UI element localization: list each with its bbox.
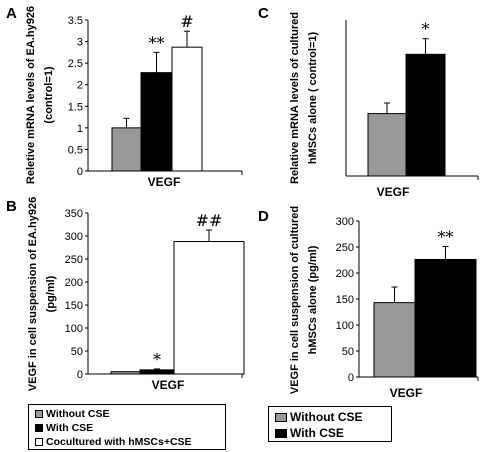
y-tick-label-a-0: 0 [77, 166, 83, 178]
y-tick-label-d-4: 200 [336, 268, 354, 280]
y-axis-label-a-0: Reletive mRNA levels of EA.hy926 [25, 6, 37, 184]
bar-a-0 [111, 127, 142, 172]
legend-swatch-with-cse-right [275, 428, 287, 438]
x-axis-label-d: VEGF [390, 386, 423, 400]
legend-item-without-cse: Without CSE [35, 408, 109, 420]
y-tick-label-b-1: 50 [71, 346, 83, 358]
legend-item-with-cse-right: With CSE [275, 426, 344, 440]
y-axis-label-d-1: hMSCs alone (pg/ml) [307, 245, 319, 354]
x-axis-label-c: VEGF [377, 185, 410, 199]
y-tick-label-a-1: 0.5 [68, 144, 83, 156]
bar-a-2 [171, 46, 203, 172]
y-axis-label-c-1: hMSCs alone ( control=1) [307, 32, 319, 165]
legend-label-cocultured: Cocultured with hMSCs+CSE [46, 436, 192, 448]
y-tick-label-a-3: 1.5 [68, 101, 83, 113]
legend-left: Without CSE With CSE Cocultured with hMS… [28, 404, 226, 450]
y-tick-label-d-5: 250 [336, 242, 354, 254]
bar-d-0 [373, 302, 416, 378]
y-tick-label-b-2: 100 [65, 323, 83, 335]
y-tick-label-b-4: 200 [65, 277, 83, 289]
annotation-a-1: ** [149, 33, 165, 52]
y-tick-label-d-2: 100 [336, 320, 354, 332]
annotation-d-1: ** [438, 227, 454, 246]
x-axis-label-a: VEGF [148, 175, 181, 189]
y-tick-label-a-2: 1 [77, 123, 83, 135]
y-tick-label-d-3: 150 [336, 294, 354, 306]
y-tick-label-d-6: 300 [336, 216, 354, 228]
bar-b-0 [110, 371, 141, 375]
y-tick-label-b-0: 0 [77, 369, 83, 381]
y-axis-label-d-0: VEGF in cell suspension of cultured [289, 206, 301, 394]
x-axis-label-b: VEGF [152, 378, 185, 392]
panel-label-c: C [258, 5, 269, 22]
annotation-a-2: # [180, 12, 193, 31]
y-tick-label-a-7: 3.5 [68, 15, 83, 27]
y-axis-label-c-0: Relative mRNA levels of cultured [289, 12, 301, 184]
y-tick-label-b-6: 300 [65, 231, 83, 243]
legend-swatch-without-cse [35, 410, 43, 418]
bar-b-2 [173, 241, 245, 375]
legend-swatch-cocultured [35, 438, 43, 446]
panel-label-a: A [6, 5, 17, 22]
y-tick-label-d-0: 0 [348, 372, 354, 384]
legend-right: Without CSE With CSE [268, 406, 392, 442]
panel-label-d: D [258, 208, 269, 225]
y-tick-label-b-7: 350 [65, 208, 83, 220]
legend-label-with-cse: With CSE [46, 422, 94, 434]
legend-item-without-cse-right: Without CSE [275, 410, 363, 424]
annotation-c-1: * [422, 20, 430, 39]
legend-item-with-cse: With CSE [35, 422, 93, 434]
y-tick-label-b-3: 150 [65, 300, 83, 312]
y-tick-label-a-6: 3 [77, 37, 83, 49]
bar-a-1 [140, 72, 173, 172]
bar-c-1 [405, 53, 446, 177]
legend-swatch-without-cse-right [275, 412, 287, 422]
y-axis-label-a-1: (control=1) [43, 66, 55, 123]
y-tick-label-b-5: 250 [65, 254, 83, 266]
annotation-b-1: * [153, 350, 161, 369]
legend-label-without-cse: Without CSE [46, 408, 110, 420]
bar-b-1 [139, 369, 175, 375]
y-tick-label-a-5: 2.5 [68, 58, 83, 70]
legend-label-with-cse-right: With CSE [290, 426, 344, 440]
y-tick-label-d-1: 50 [342, 346, 354, 358]
y-axis-label-b-0: VEGF in cell suspension of EA.hy926 [27, 197, 39, 391]
annotation-b-2: ## [196, 211, 223, 230]
legend-item-cocultured: Cocultured with hMSCs+CSE [35, 436, 192, 448]
y-axis-label-b-1: (pg/ml) [45, 275, 57, 312]
bar-c-0 [367, 113, 407, 177]
legend-swatch-with-cse [35, 424, 43, 432]
bar-d-1 [414, 258, 477, 378]
legend-label-without-cse-right: Without CSE [290, 410, 363, 424]
y-tick-label-a-4: 2 [77, 80, 83, 92]
panel-label-b: B [6, 198, 17, 215]
